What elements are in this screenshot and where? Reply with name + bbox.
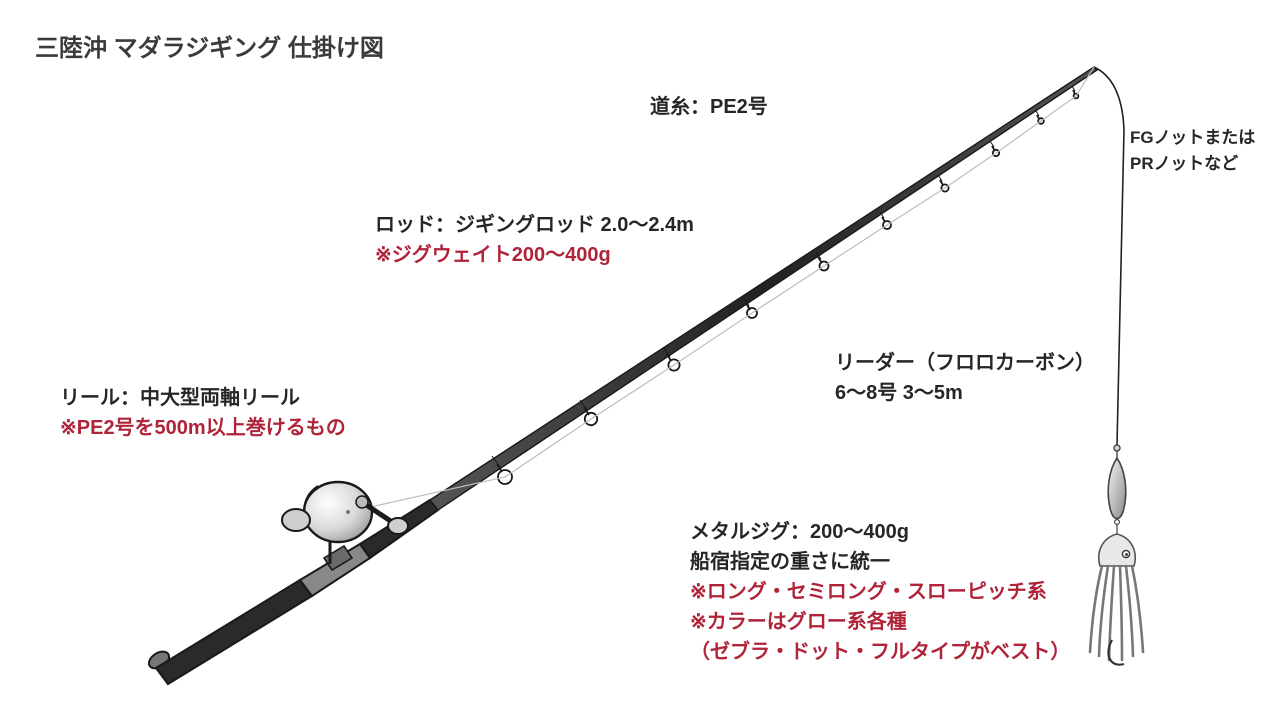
label-jig-line5: （ゼブラ・ドット・フルタイプがベスト） — [690, 641, 1070, 663]
rod-blank — [430, 67, 1097, 510]
label-reel-note: ※PE2号を500m以上巻けるもの — [60, 417, 346, 439]
main-line-path — [1094, 67, 1124, 445]
label-jig-line1: メタルジグ：200～400g — [690, 521, 909, 543]
label-reel: リール：中大型両軸リール ※PE2号を500m以上巻けるもの — [60, 383, 346, 443]
label-knot-line1: FGノットまたは — [1130, 128, 1255, 147]
label-knot-line2: PRノットなど — [1130, 154, 1238, 173]
diagram-title: 三陸沖 マダラジギング 仕掛け図 — [35, 28, 384, 63]
label-leader: リーダー（フロロカーボン） 6～8号 3～5m — [835, 348, 1095, 408]
line-through-guides — [348, 67, 1094, 512]
label-mainline-text: 道糸：PE2号 — [650, 96, 768, 118]
label-leader-line2: 6～8号 3～5m — [835, 382, 963, 404]
rod-handle-lower — [156, 580, 312, 684]
swivel — [1114, 445, 1120, 458]
rod-reel-seat — [300, 544, 370, 596]
rod-foregrip — [360, 500, 438, 558]
label-reel-line1: リール：中大型両軸リール — [60, 387, 300, 409]
label-jig: メタルジグ：200～400g 船宿指定の重さに統一 ※ロング・セミロング・スロー… — [690, 517, 1070, 667]
label-leader-line1: リーダー（フロロカーボン） — [835, 352, 1095, 374]
label-jig-line2: 船宿指定の重さに統一 — [690, 551, 890, 573]
label-rod-note: ※ジグウェイト200～400g — [375, 244, 611, 266]
rod-thread-wraps — [492, 86, 1075, 467]
rod-guides — [497, 90, 1078, 484]
label-jig-line4: ※カラーはグロー系各種 — [690, 611, 907, 633]
diagram-stage: 三陸沖 マダラジギング 仕掛け図 — [0, 0, 1280, 720]
label-jig-line3: ※ロング・セミロング・スローピッチ系 — [690, 581, 1047, 603]
label-rod-line1: ロッド：ジギングロッド 2.0～2.4m — [375, 214, 694, 236]
label-rod: ロッド：ジギングロッド 2.0～2.4m ※ジグウェイト200～400g — [375, 210, 694, 270]
squid-skirt — [1090, 534, 1143, 665]
label-mainline: 道糸：PE2号 — [650, 92, 768, 122]
reel — [282, 482, 408, 570]
label-knot: FGノットまたは PRノットなど — [1130, 125, 1255, 176]
metal-jig — [1108, 458, 1126, 534]
rod-butt-cap — [146, 648, 172, 672]
